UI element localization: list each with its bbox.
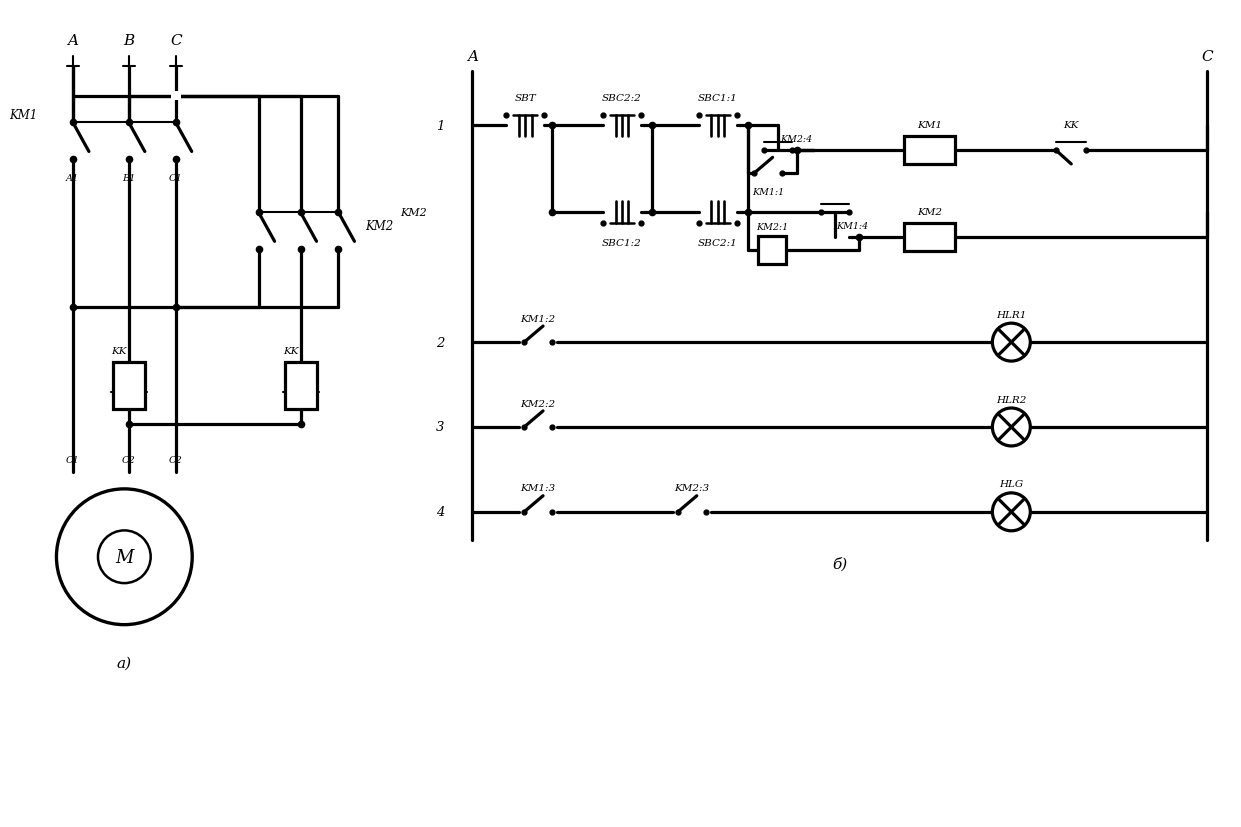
- Text: KM2: KM2: [365, 220, 393, 233]
- Text: KM2: KM2: [917, 208, 942, 217]
- Text: HLR2: HLR2: [997, 395, 1026, 404]
- Text: KK: KK: [1064, 121, 1078, 130]
- Text: 1: 1: [436, 120, 444, 133]
- Text: KK: KK: [283, 347, 299, 355]
- Text: б): б): [831, 557, 848, 571]
- Text: 2: 2: [436, 337, 444, 349]
- Circle shape: [993, 323, 1030, 361]
- Text: C: C: [170, 34, 181, 48]
- Text: a): a): [117, 656, 132, 670]
- Text: C1: C1: [169, 174, 182, 183]
- Text: KM1:3: KM1:3: [520, 484, 556, 493]
- Text: KM2:3: KM2:3: [674, 484, 710, 493]
- Text: KM2:4: KM2:4: [779, 135, 812, 144]
- Text: M: M: [115, 548, 134, 566]
- Text: 4: 4: [436, 506, 444, 519]
- Text: KM1: KM1: [9, 109, 37, 122]
- Bar: [171, 92, 181, 101]
- Text: HLG: HLG: [999, 480, 1024, 489]
- Text: B1: B1: [122, 174, 135, 183]
- Circle shape: [56, 490, 192, 625]
- Text: KM2: KM2: [401, 208, 427, 218]
- Text: KM2:2: KM2:2: [520, 399, 556, 408]
- Circle shape: [993, 409, 1030, 447]
- Bar: [903, 224, 956, 252]
- Circle shape: [993, 493, 1030, 531]
- Text: KM1:4: KM1:4: [836, 222, 869, 231]
- Text: C2: C2: [169, 456, 182, 465]
- Bar: [113, 363, 145, 409]
- Text: A: A: [67, 34, 78, 48]
- Text: B: B: [123, 34, 134, 48]
- Text: C: C: [1201, 50, 1212, 64]
- Text: KM2:1: KM2:1: [756, 222, 788, 232]
- Text: SBC1:1: SBC1:1: [697, 94, 737, 103]
- Text: C1: C1: [66, 456, 79, 465]
- Text: KM1: KM1: [917, 121, 942, 130]
- Text: SBC2:1: SBC2:1: [697, 238, 737, 247]
- Text: SBC2:2: SBC2:2: [602, 94, 642, 103]
- Text: A: A: [467, 50, 478, 64]
- Bar: [903, 137, 956, 165]
- Circle shape: [98, 531, 150, 583]
- Text: KM1:1: KM1:1: [752, 188, 784, 197]
- Text: KM1:2: KM1:2: [520, 314, 556, 323]
- Text: C2: C2: [122, 456, 135, 465]
- Text: A1: A1: [66, 174, 78, 183]
- Text: 3: 3: [436, 421, 444, 434]
- Text: SBT: SBT: [514, 94, 536, 103]
- Text: HLR1: HLR1: [997, 310, 1026, 319]
- Bar: [758, 237, 786, 265]
- Text: SBC1:2: SBC1:2: [602, 238, 642, 247]
- Text: KK: KK: [112, 347, 127, 355]
- Bar: [284, 363, 316, 409]
